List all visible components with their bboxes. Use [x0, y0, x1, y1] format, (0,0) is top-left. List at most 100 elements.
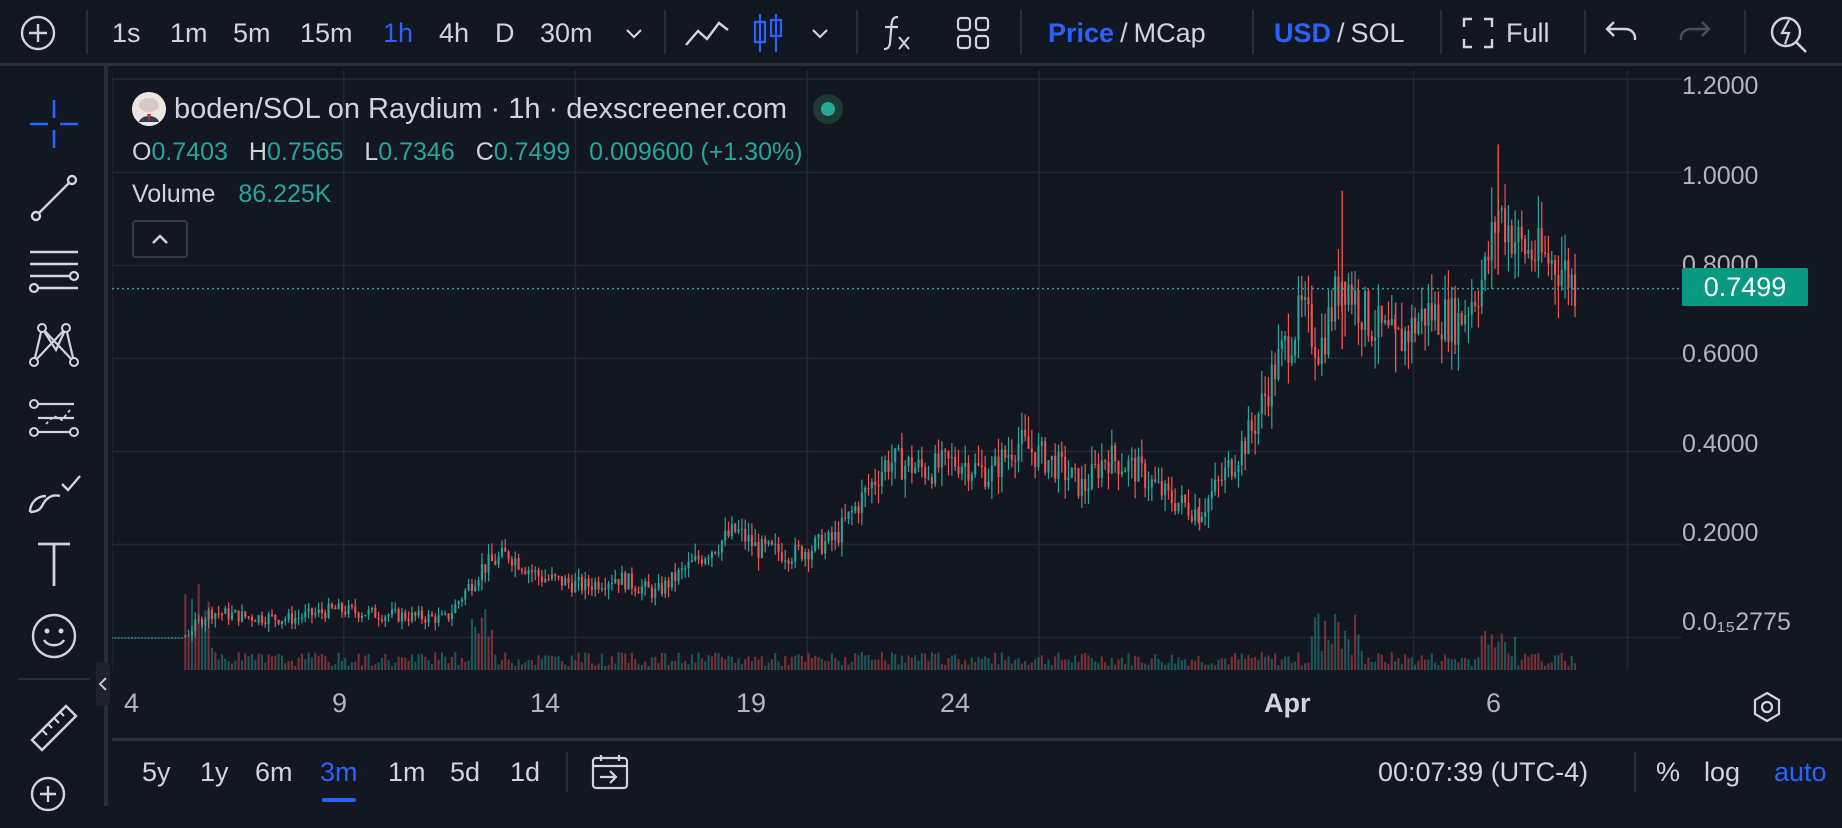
volume-bar: [1097, 662, 1100, 670]
interval-30m[interactable]: 30m: [540, 17, 593, 48]
candle-body: [910, 457, 913, 473]
price-mcap-toggle[interactable]: Price / MCap: [1048, 0, 1206, 66]
ruler-icon[interactable]: [26, 700, 82, 756]
range-5d[interactable]: 5d: [450, 756, 481, 787]
candle-body: [814, 538, 817, 551]
range-6m[interactable]: 6m: [255, 756, 293, 787]
candle-body: [1414, 317, 1417, 334]
percent-scale-toggle[interactable]: %: [1656, 756, 1681, 787]
candle-body: [980, 464, 983, 467]
candle-body: [1267, 396, 1270, 407]
brush-icon[interactable]: [26, 464, 82, 520]
volume-bar: [737, 658, 740, 670]
range-3m[interactable]: 3m: [320, 756, 358, 787]
zoom-in-icon[interactable]: [26, 772, 82, 828]
range-1y[interactable]: 1y: [200, 756, 229, 787]
volume-bar: [664, 653, 667, 670]
undo-icon: [1605, 21, 1637, 40]
candle-body: [507, 551, 510, 560]
pattern-icon[interactable]: [26, 316, 82, 372]
go-to-date-button[interactable]: [590, 738, 630, 806]
collapse-toolbar-button[interactable]: [96, 662, 110, 706]
chart-type-dropdown-button[interactable]: [808, 0, 832, 66]
toolbar-divider: [1744, 10, 1746, 54]
interval-5m[interactable]: 5m: [233, 17, 271, 48]
candle-chart-type-button[interactable]: [752, 0, 784, 66]
candle-body: [1210, 491, 1213, 499]
redo-button[interactable]: [1678, 0, 1712, 66]
sol-option[interactable]: SOL: [1350, 17, 1405, 48]
volume-bar: [1510, 656, 1513, 670]
candle-body: [264, 622, 267, 625]
layouts-button[interactable]: [956, 0, 990, 66]
volume-bar: [1467, 659, 1470, 670]
candle-body: [790, 561, 793, 564]
volume-bar: [437, 660, 440, 670]
volume-bar: [200, 622, 204, 670]
interval-4h[interactable]: 4h: [439, 17, 470, 48]
forecast-icon[interactable]: [26, 390, 82, 446]
volume-bar: [957, 659, 960, 670]
volume-bar: [1130, 665, 1133, 670]
candle-body: [1357, 289, 1360, 323]
candle-body: [737, 529, 740, 532]
volume-bar: [1287, 656, 1290, 670]
volume-bar: [567, 665, 570, 670]
emoji-icon[interactable]: [26, 608, 82, 664]
volume-bar: [650, 657, 653, 670]
candle-body: [397, 609, 400, 622]
candle-body: [517, 557, 520, 570]
volume-bar: [984, 656, 987, 670]
interval-1h[interactable]: 1h: [383, 17, 414, 48]
indicators-button[interactable]: [880, 0, 914, 66]
fib-lines-icon[interactable]: [26, 242, 82, 298]
collapse-legend-button[interactable]: [132, 220, 188, 258]
price-option[interactable]: Price: [1048, 17, 1115, 48]
undo-button[interactable]: [1604, 0, 1638, 66]
quick-search-button[interactable]: [1768, 0, 1810, 66]
trend-line-icon[interactable]: [26, 170, 82, 226]
crosshair-icon[interactable]: [26, 96, 82, 152]
fullscreen-button[interactable]: Full: [1462, 0, 1550, 66]
candle-body: [1177, 502, 1180, 512]
volume-bar: [1424, 659, 1427, 670]
add-symbol-button[interactable]: [18, 0, 58, 66]
volume-bar: [1377, 652, 1380, 670]
log-scale-toggle[interactable]: log: [1704, 756, 1741, 787]
usd-option[interactable]: USD: [1274, 17, 1332, 48]
range-1m[interactable]: 1m: [388, 756, 426, 787]
candle-body: [900, 448, 903, 480]
volume-bar: [1500, 633, 1503, 670]
interval-15m[interactable]: 15m: [300, 17, 353, 48]
line-chart-type-button[interactable]: [684, 0, 730, 66]
candle-body: [1180, 495, 1183, 503]
auto-scale-toggle[interactable]: auto: [1774, 756, 1827, 787]
candle-body: [1244, 440, 1247, 454]
interval-1s[interactable]: 1s: [112, 17, 141, 48]
price-chart[interactable]: [112, 70, 1682, 670]
volume-bar: [1167, 662, 1170, 670]
timezone-clock[interactable]: 00:07:39 (UTC-4): [1378, 756, 1589, 787]
candle-body: [484, 564, 487, 573]
text-tool-icon[interactable]: [26, 536, 82, 592]
candle-body: [1154, 479, 1157, 482]
interval-dropdown-button[interactable]: [622, 0, 646, 66]
volume-bar: [600, 653, 603, 670]
live-status-indicator: [813, 94, 844, 124]
price-tick: 1.2000: [1682, 72, 1759, 100]
candle-body: [1400, 328, 1403, 352]
range-5y[interactable]: 5y: [142, 756, 171, 787]
range-1d[interactable]: 1d: [510, 756, 541, 787]
volume-bar: [974, 661, 977, 670]
chart-settings-button[interactable]: [1750, 690, 1784, 731]
candle-body: [820, 534, 823, 554]
candle-body: [924, 467, 927, 478]
interval-d[interactable]: D: [495, 17, 515, 48]
mcap-option[interactable]: MCap: [1133, 17, 1206, 48]
candle-body: [444, 613, 447, 615]
candle-body: [904, 465, 907, 480]
candle-body: [1247, 420, 1250, 454]
interval-1m[interactable]: 1m: [170, 17, 208, 48]
currency-toggle[interactable]: USD / SOL: [1274, 0, 1405, 66]
high-label: H: [248, 138, 267, 166]
